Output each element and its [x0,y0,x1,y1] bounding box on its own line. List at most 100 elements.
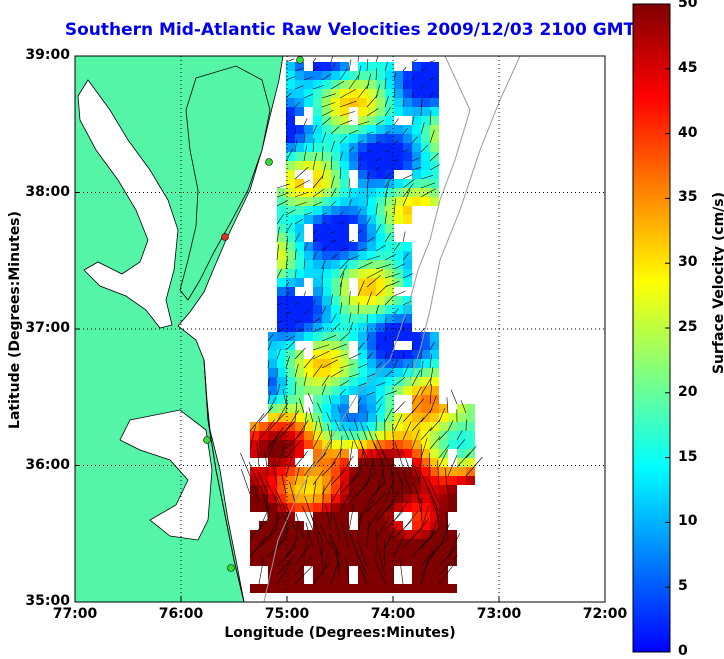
current-vector [258,419,275,441]
velocity-cell [268,431,277,440]
velocity-cell [403,557,412,566]
velocity-cell [322,188,331,197]
velocity-cell [295,278,304,287]
velocity-cell [286,557,295,566]
velocity-cell [385,251,394,260]
velocity-cell [268,521,277,530]
velocity-cell [331,143,340,152]
velocity-cell [340,152,349,161]
velocity-cell [358,413,367,422]
radar-station-marker [296,56,304,64]
velocity-cell [394,485,403,494]
velocity-cell [286,377,295,386]
velocity-cell [385,422,394,431]
velocity-cell [340,161,349,170]
velocity-cell [349,188,358,197]
velocity-cell [367,71,376,80]
velocity-cell [367,359,376,368]
velocity-cell [304,251,313,260]
velocity-cell [376,314,385,323]
velocity-cell [376,107,385,116]
current-vector [428,487,440,513]
velocity-cell [331,341,340,350]
velocity-cell [412,512,421,521]
velocity-cell [457,449,466,458]
velocity-cell [277,584,286,593]
velocity-cell [430,143,439,152]
velocity-cell [394,548,403,557]
velocity-cell [313,206,322,215]
velocity-cell [439,521,448,530]
current-vector [366,195,369,207]
velocity-cell [385,80,394,89]
velocity-cell [358,458,367,467]
velocity-cell [349,134,358,143]
velocity-cell [340,305,349,314]
velocity-cell [412,386,421,395]
velocity-cell [322,206,331,215]
current-vector [321,222,327,225]
velocity-cell [358,107,367,116]
velocity-cell [430,467,439,476]
velocity-cell [295,485,304,494]
velocity-cell [268,530,277,539]
shelf-contour [409,56,521,381]
velocity-cell [376,584,385,593]
velocity-cell [358,305,367,314]
current-vector [321,117,332,126]
velocity-cell [304,134,313,143]
velocity-cell [313,413,322,422]
velocity-cell [340,566,349,575]
velocity-cell [421,350,430,359]
velocity-cell [421,170,430,179]
velocity-cell [421,521,430,530]
current-vector [402,183,414,198]
current-vector [428,478,440,504]
velocity-cell [358,395,367,404]
velocity-cell [394,215,403,224]
current-vector [393,118,399,126]
current-vector [357,229,363,234]
velocity-cell [376,296,385,305]
current-vector [384,61,388,72]
velocity-cell [331,62,340,71]
x-tick-label: 77:00 [52,606,98,622]
current-vector [411,59,418,63]
current-vector [420,427,433,441]
velocity-cell [376,413,385,422]
velocity-cell [331,98,340,107]
velocity-cell [385,206,394,215]
velocity-cell [331,449,340,458]
current-vector [366,334,369,342]
velocity-cell [286,584,295,593]
velocity-cell [295,152,304,161]
velocity-cell [385,305,394,314]
velocity-cell [421,98,430,107]
velocity-cell [394,377,403,386]
velocity-cell [268,458,277,467]
velocity-cell [448,422,457,431]
velocity-cell [385,557,394,566]
current-vector [305,522,314,549]
velocity-cell [322,224,331,233]
velocity-cell [412,377,421,386]
velocity-cell [286,395,295,404]
velocity-cell [421,458,430,467]
velocity-cell [394,71,403,80]
velocity-cell [304,440,313,449]
current-vector [399,557,404,585]
current-vector [330,231,336,234]
velocity-cell [403,485,412,494]
velocity-cell [358,278,367,287]
velocity-cell [250,476,259,485]
current-vector [285,209,296,216]
current-vector [375,468,385,495]
current-vector [420,438,428,459]
velocity-cell [403,107,412,116]
velocity-cell [331,503,340,512]
x-tick-label: 74:00 [370,606,416,622]
velocity-cell [430,521,439,530]
current-vector [348,463,365,486]
velocity-cell [340,512,349,521]
current-vector [402,98,405,108]
